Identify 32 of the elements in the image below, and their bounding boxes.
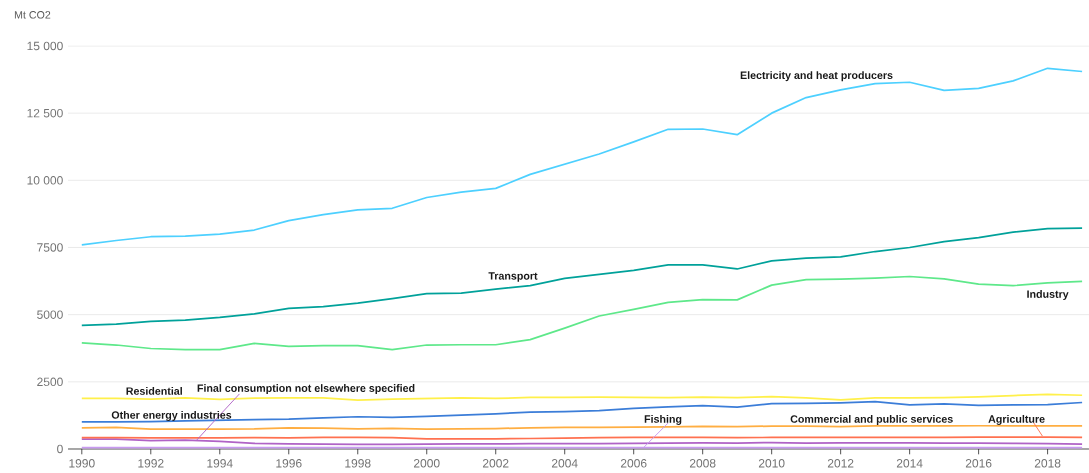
x-tick-label: 1992 bbox=[138, 459, 164, 468]
x-tick-label: 2000 bbox=[413, 459, 440, 468]
x-tick-label: 2002 bbox=[482, 459, 509, 468]
x-tick-label: 2006 bbox=[620, 459, 647, 468]
series-label: Transport bbox=[488, 272, 538, 282]
y-tick-label: 12 500 bbox=[27, 108, 63, 118]
x-tick-label: 2004 bbox=[551, 459, 578, 468]
x-tick-label: 1994 bbox=[207, 459, 233, 468]
x-tick-label: 2016 bbox=[965, 459, 992, 468]
text: Final consumption not elsewhere specified bbox=[197, 384, 415, 395]
x-tick-label: 2008 bbox=[689, 459, 716, 468]
y-tick-label: 15 000 bbox=[27, 41, 63, 51]
series-label: Electricity and heat producers bbox=[740, 71, 893, 82]
y-tick-label: 5000 bbox=[37, 310, 63, 319]
y-tick-label: 0 bbox=[57, 444, 63, 454]
x-tick-label: 1998 bbox=[345, 459, 371, 468]
y-tick-label: 10 000 bbox=[27, 176, 63, 185]
text: Fishing bbox=[644, 414, 682, 425]
y-axis-title: Mt CO2 bbox=[14, 11, 51, 19]
series-label: Other energy industries bbox=[111, 410, 232, 421]
x-tick-label: 2012 bbox=[827, 459, 854, 468]
series-label: Industry bbox=[1027, 290, 1069, 301]
series-label: Residential bbox=[126, 387, 182, 395]
y-tick-label: 2500 bbox=[37, 377, 63, 387]
x-tick-label: 1996 bbox=[276, 459, 302, 468]
y-tick-label: 7500 bbox=[37, 243, 63, 252]
series-label: Agriculture bbox=[988, 414, 1045, 425]
x-tick-label: 2018 bbox=[1034, 459, 1061, 468]
x-tick-label: 1990 bbox=[69, 459, 95, 468]
series-label: Commercial and public services bbox=[790, 414, 953, 425]
x-tick-label: 2014 bbox=[896, 459, 923, 468]
x-tick-label: 2010 bbox=[758, 459, 785, 468]
